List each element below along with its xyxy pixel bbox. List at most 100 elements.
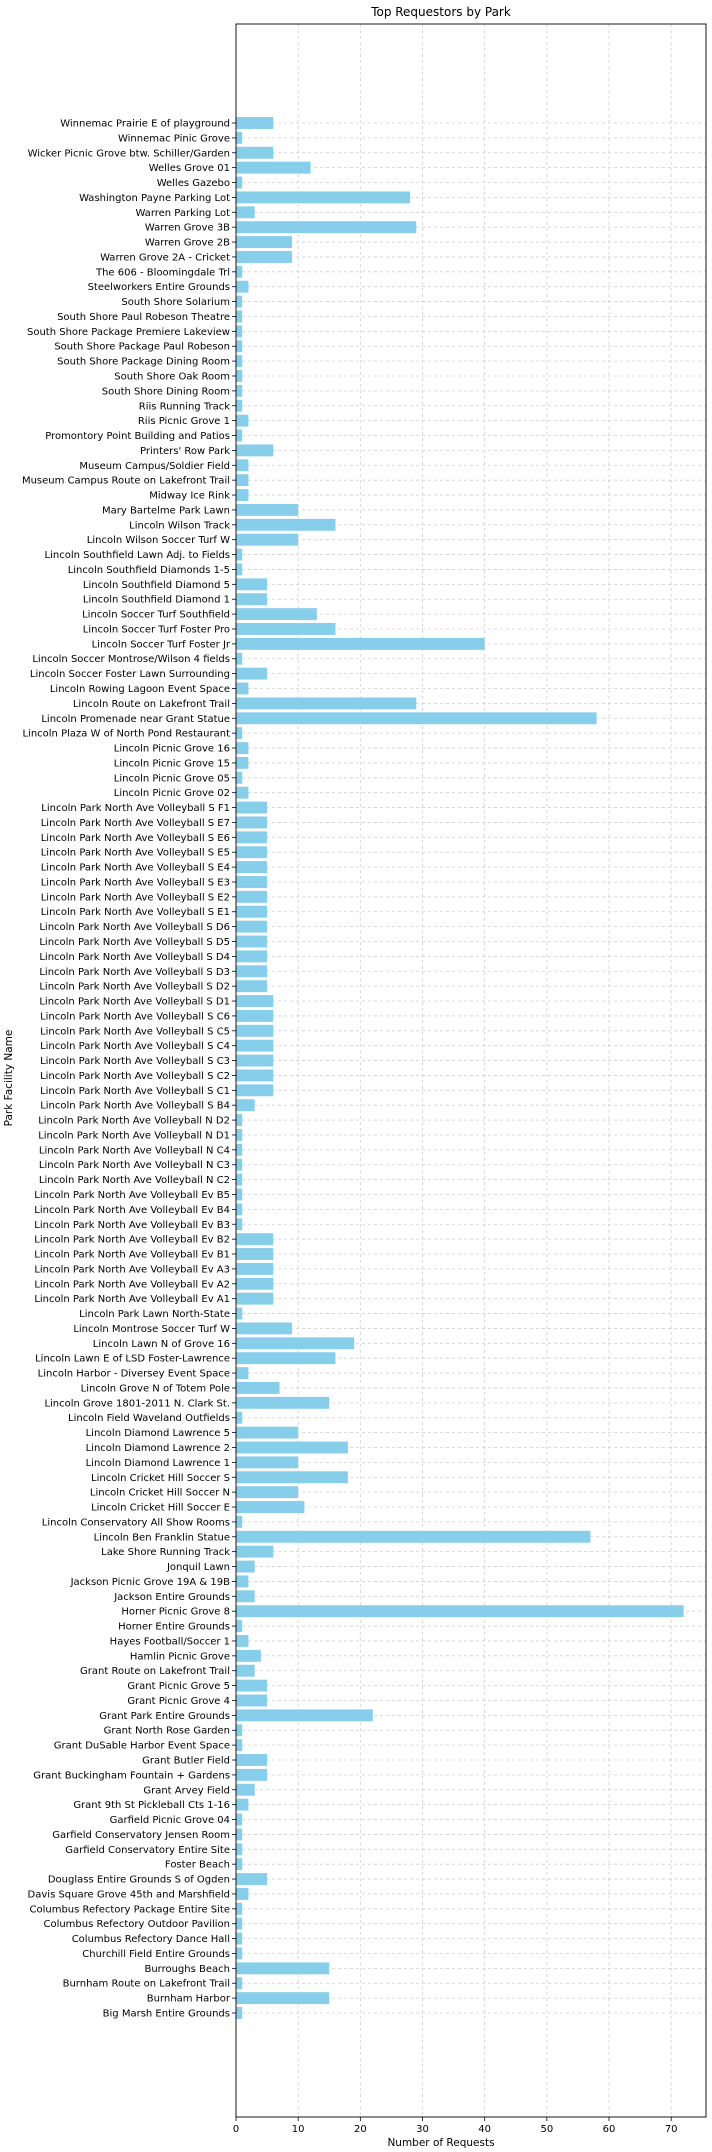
bar (236, 1635, 249, 1647)
bar (236, 742, 249, 754)
y-tick-label: Hayes Football/Soccer 1 (110, 1636, 230, 1647)
bar (236, 1084, 274, 1097)
y-tick-label: Lincoln Diamond Lawrence 5 (86, 1428, 230, 1439)
y-tick-label: Lincoln Park North Ave Volleyball Ev B1 (34, 1250, 230, 1261)
plot-frame (235, 23, 707, 2118)
bar (236, 1337, 355, 1350)
y-tick-label: Promontory Point Building and Patios (45, 431, 230, 442)
y-tick-label: Lincoln Park North Ave Volleyball S E1 (41, 907, 230, 918)
bar (236, 756, 249, 769)
bar (236, 950, 268, 963)
y-tick-label: Grant 9th St Pickleball Cts 1-16 (73, 1800, 230, 1811)
y-tick-label: Big Marsh Entire Grounds (103, 2009, 230, 2020)
bar (236, 905, 268, 918)
y-tick-label: Warren Parking Lot (135, 208, 230, 219)
y-tick-label: Lincoln Route on Lakefront Trail (73, 699, 230, 710)
y-tick-label: Lincoln Park North Ave Volleyball Ev A2 (34, 1279, 230, 1290)
y-tick-label: Lincoln Diamond Lawrence 2 (86, 1443, 230, 1454)
bar (236, 1709, 373, 1722)
y-tick-label: Jackson Entire Grounds (113, 1592, 230, 1603)
y-tick-label: Lincoln Cricket Hill Soccer S (91, 1473, 230, 1484)
y-tick-label: Columbus Refectory Package Entire Site (29, 1904, 230, 1915)
bar (236, 1873, 268, 1886)
bar (236, 474, 249, 487)
y-tick-label: Lincoln Park North Ave Volleyball S F1 (41, 803, 230, 814)
y-tick-label: Lincoln Grove 1801-2011 N. Clark St. (44, 1398, 230, 1409)
bar (236, 1262, 274, 1275)
y-tick-label: Steelworkers Entire Grounds (88, 282, 230, 293)
y-tick-label: Lincoln Park North Ave Volleyball S D3 (39, 967, 230, 978)
bar (236, 2007, 243, 2019)
y-tick-label: Lincoln Soccer Turf Southfield (82, 610, 230, 621)
bar (236, 861, 268, 874)
y-tick-label: Horner Entire Grounds (118, 1622, 230, 1633)
y-tick-label: Grant Buckingham Fountain + Gardens (33, 1770, 230, 1781)
bar (236, 1932, 243, 1945)
y-tick-label: Lincoln Park North Ave Volleyball N D2 (38, 1116, 230, 1127)
bar (236, 1426, 299, 1439)
y-tick-label: Lincoln Park North Ave Volleyball Ev B2 (34, 1235, 230, 1246)
bar (236, 846, 268, 859)
bar (236, 652, 243, 665)
y-tick-label: Warren Grove 2B (145, 238, 230, 249)
y-tick-label: Winnemac Pinic Grove (118, 133, 230, 144)
bar (236, 518, 336, 531)
bar (236, 1441, 348, 1454)
bar (236, 831, 268, 844)
y-tick-label: Lincoln Southfield Diamond 5 (83, 580, 230, 591)
y-tick-label: Lincoln Park North Ave Volleyball S E3 (41, 877, 230, 888)
bar (236, 1352, 336, 1365)
bar (236, 1322, 292, 1335)
bar (236, 1545, 274, 1558)
y-tick-label: Lincoln Southfield Lawn Adj. to Fields (45, 550, 230, 561)
x-axis-label: Number of Requests (387, 2137, 494, 2149)
bar (236, 1501, 305, 1513)
y-tick-label: Lincoln Picnic Grove 05 (114, 773, 230, 784)
bar (236, 697, 417, 710)
y-tick-label: Lincoln Park North Ave Volleyball N C2 (39, 1175, 230, 1186)
y-tick-label: Lincoln Park North Ave Volleyball S D1 (39, 997, 230, 1008)
bar (236, 444, 274, 457)
y-tick-label: South Shore Package Paul Robeson (54, 342, 230, 353)
bar (236, 310, 243, 323)
bar (236, 623, 336, 635)
y-tick-label: Churchill Field Entire Grounds (82, 1949, 230, 1960)
bar (236, 176, 243, 189)
bar (236, 1754, 268, 1766)
bar (236, 250, 292, 263)
bar (236, 236, 292, 249)
bar (236, 1664, 255, 1677)
y-tick-label: Lincoln Wilson Track (129, 520, 230, 531)
y-tick-label: Grant Picnic Grove 5 (127, 1681, 230, 1692)
y-tick-label: Lincoln Southfield Diamonds 1-5 (68, 565, 230, 576)
y-tick-labels: Winnemac Prairie E of playground Winnemac… (22, 119, 236, 2020)
y-tick-label: Lincoln Soccer Montrose/Wilson 4 fields (32, 654, 230, 665)
y-tick-label: Lincoln Park Lawn North-State (79, 1309, 230, 1320)
y-tick-label: Garfield Conservatory Jensen Room (52, 1830, 230, 1841)
x-tick-label: 40 (478, 2124, 491, 2135)
y-tick-label: South Shore Dining Room (102, 386, 230, 397)
bar (236, 935, 268, 948)
bar (236, 459, 249, 472)
x-tick-label: 0 (233, 2124, 239, 2135)
bar (236, 1590, 255, 1603)
bar (236, 146, 274, 159)
y-tick-label: Lincoln Park North Ave Volleyball S D6 (39, 922, 230, 933)
y-tick-label: Lincoln Park North Ave Volleyball Ev B3 (34, 1220, 230, 1231)
bar (236, 131, 243, 144)
y-tick-label: Lincoln Park North Ave Volleyball S C3 (40, 1056, 230, 1067)
bar (236, 876, 268, 888)
y-tick-label: Foster Beach (165, 1860, 230, 1871)
y-tick-label: Riis Running Track (139, 401, 230, 412)
bar (236, 340, 243, 353)
bar (236, 1694, 268, 1707)
y-tick-label: Lincoln Park North Ave Volleyball S C1 (40, 1086, 230, 1097)
bar (236, 370, 243, 382)
bar (236, 1977, 243, 1990)
bar (236, 1992, 330, 2005)
y-tick-label: Grant Route on Lakefront Trail (80, 1666, 230, 1677)
bar (236, 1515, 243, 1528)
y-tick-label: Lincoln Lawn N of Grove 16 (93, 1339, 230, 1350)
y-tick-label: Lincoln Picnic Grove 15 (114, 758, 230, 769)
